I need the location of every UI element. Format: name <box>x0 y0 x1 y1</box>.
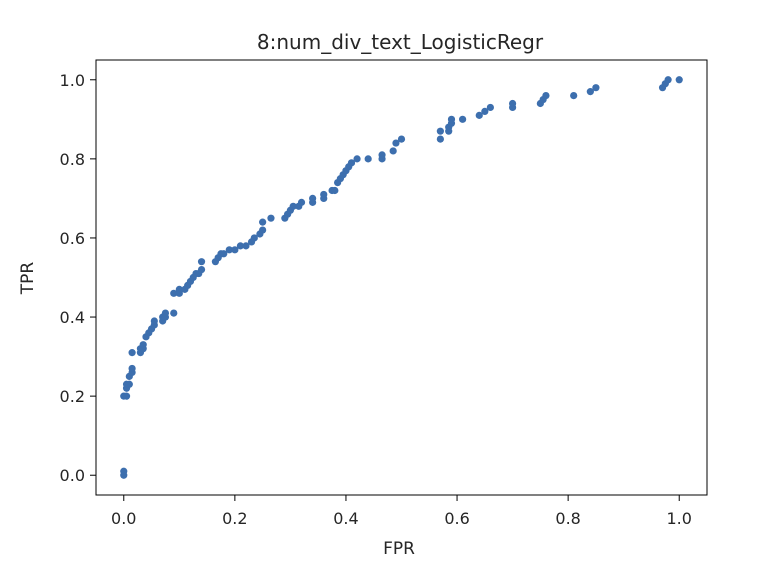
data-point <box>570 91 578 100</box>
chart-title: 8:num_div_text_LogisticRegr <box>257 30 544 54</box>
data-point <box>139 341 147 349</box>
data-point <box>197 265 206 274</box>
data-point <box>486 103 494 112</box>
x-axis-label: FPR <box>383 539 415 559</box>
data-point <box>447 115 456 123</box>
data-point <box>125 380 133 388</box>
data-point <box>459 115 467 123</box>
data-point <box>675 76 683 84</box>
data-point <box>436 127 444 135</box>
y-tick-label: 0.2 <box>60 387 85 406</box>
axis-ticks: 0.0 0.2 0.4 0.6 0.8 1.0 0.0 0.2 0.4 0.6 0.8 1.0 <box>60 71 692 528</box>
data-point <box>175 285 183 293</box>
data-point <box>309 194 317 203</box>
data-point <box>592 84 600 92</box>
x-tick-label: 0.0 <box>111 509 136 528</box>
data-point <box>481 107 489 116</box>
data-point <box>122 392 131 400</box>
data-point <box>170 289 178 297</box>
y-tick-label: 1.0 <box>60 71 85 90</box>
data-point <box>128 349 136 357</box>
data-point <box>320 190 328 199</box>
data-point <box>392 139 400 147</box>
data-point <box>231 246 239 254</box>
data-point <box>542 91 550 100</box>
data-point <box>586 88 594 96</box>
data-point <box>347 159 356 167</box>
x-tick-label: 0.6 <box>444 509 469 528</box>
data-point <box>664 76 672 84</box>
y-tick-label: 0.8 <box>60 150 85 169</box>
data-point <box>397 135 406 143</box>
y-tick-label: 0.0 <box>60 466 85 485</box>
data-point <box>259 226 267 234</box>
data-point <box>353 155 361 163</box>
data-point <box>161 309 170 317</box>
data-point <box>242 242 250 250</box>
y-tick-label: 0.6 <box>60 229 85 248</box>
x-tick-label: 0.8 <box>555 509 580 528</box>
data-point <box>170 309 178 317</box>
data-point <box>475 111 483 119</box>
x-tick-label: 0.4 <box>333 509 358 528</box>
data-point <box>236 242 245 250</box>
data-point <box>120 467 128 475</box>
data-point <box>197 258 206 266</box>
y-axis-label: TPR <box>18 262 38 296</box>
scatter-points <box>120 76 683 479</box>
data-point <box>250 234 258 242</box>
data-point <box>220 250 228 258</box>
x-tick-label: 0.2 <box>222 509 247 528</box>
data-point <box>267 214 275 222</box>
y-tick-label: 0.4 <box>60 308 85 327</box>
data-point <box>364 155 372 163</box>
data-point <box>378 151 386 159</box>
data-point <box>259 218 267 226</box>
data-point <box>128 364 136 373</box>
plot-area-frame <box>95 59 708 496</box>
data-point <box>331 186 339 195</box>
data-point <box>389 147 397 155</box>
data-point <box>436 135 444 143</box>
data-point <box>150 317 158 325</box>
data-point <box>289 202 297 210</box>
data-point <box>508 99 517 108</box>
x-tick-label: 1.0 <box>667 509 692 528</box>
data-point <box>297 198 306 206</box>
data-point <box>225 246 233 254</box>
